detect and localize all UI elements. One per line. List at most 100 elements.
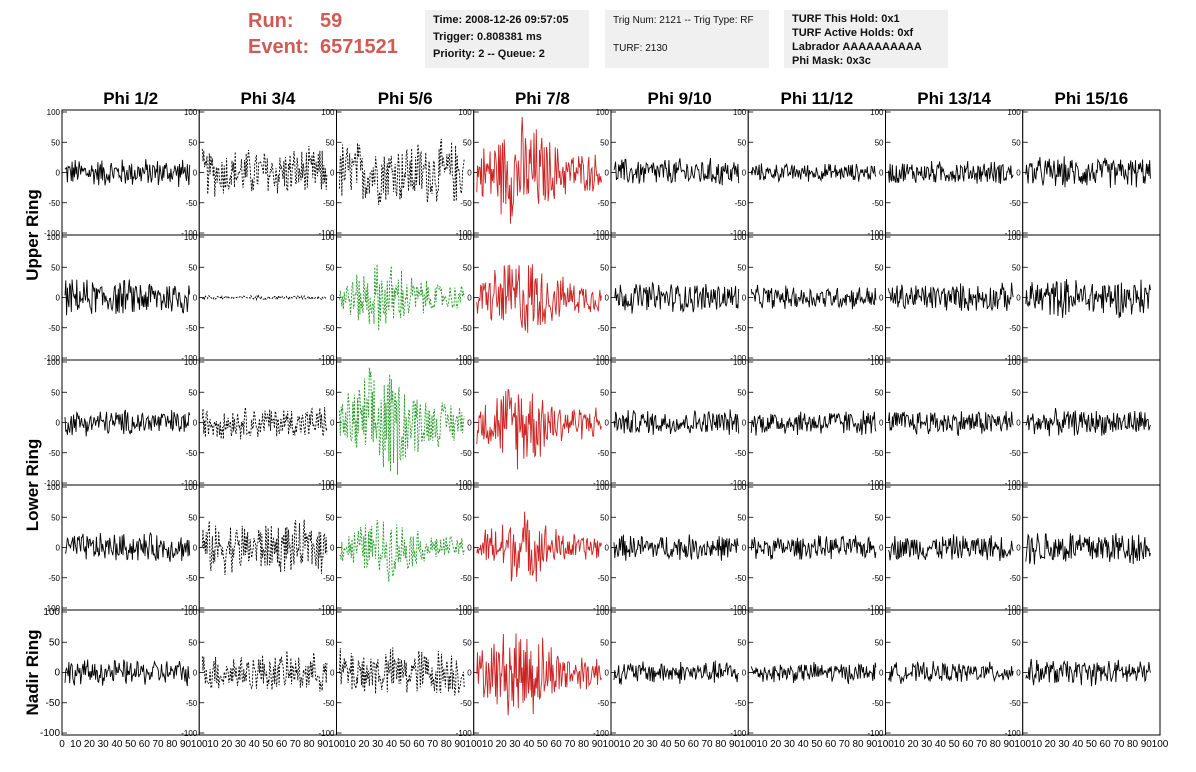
y-tick-label: 100 [458, 108, 472, 117]
x-tick-label: 20 [221, 739, 233, 750]
y-tick-label: 100 [321, 358, 335, 367]
y-tick-label: 100 [1007, 233, 1021, 242]
y-tick-label: -50 [323, 199, 335, 208]
x-tick-label: 80 [441, 739, 453, 750]
waveform-line [339, 264, 465, 331]
run-line: Run: 59 [248, 8, 418, 34]
column-header-6: Phi 11/12 [780, 89, 853, 108]
y-tick-label: -50 [48, 199, 60, 208]
y-tick-label: -50 [597, 449, 609, 458]
y-tick-label: 0 [742, 294, 747, 303]
x-tick-label: 40 [935, 739, 947, 750]
x-tick-label: 30 [784, 739, 796, 750]
panel-r3-c3: -100 -50 0 50 100 [318, 358, 475, 488]
y-tick-label: 100 [321, 608, 335, 617]
y-tick-label: 50 [49, 637, 61, 648]
y-tick-label: -100 [593, 479, 610, 488]
waveform-line [888, 282, 1014, 312]
waveform-line [476, 511, 602, 582]
y-tick-label: 100 [321, 483, 335, 492]
y-tick-label: -50 [48, 449, 60, 458]
y-tick-label: 0 [467, 669, 472, 678]
y-tick-label: -100 [1005, 479, 1022, 488]
panel-r5-c1: -100 -50 0 50 100 [40, 607, 200, 739]
column-header-3: Phi 5/6 [378, 89, 433, 108]
y-tick-label: 50 [463, 513, 472, 522]
y-tick-label: -50 [735, 324, 747, 333]
y-tick-label: 50 [326, 513, 335, 522]
y-tick-label: 100 [47, 233, 61, 242]
y-tick-label: -100 [730, 229, 747, 238]
panel-r2-c1: -100 -50 0 50 100 [44, 233, 200, 363]
y-tick-label: 100 [321, 233, 335, 242]
x-tick-label: 50 [537, 739, 549, 750]
y-tick-label: -100 [318, 229, 335, 238]
waveform-line [888, 534, 1014, 562]
waveform-line [750, 410, 877, 436]
waveform-line [1025, 156, 1151, 188]
y-tick-label: -50 [186, 199, 198, 208]
column-header-8: Phi 15/16 [1055, 89, 1129, 108]
turf-line: TURF: 2130 [613, 43, 668, 54]
y-tick-label: 0 [1016, 294, 1021, 303]
y-tick-label: -100 [181, 479, 198, 488]
y-tick-label: 100 [43, 607, 60, 618]
x-tick-label: 40 [249, 739, 261, 750]
y-tick-label: 50 [1012, 263, 1021, 272]
panel-r1-c4: -100 -50 0 50 100 [456, 108, 612, 238]
y-tick-label: 0 [1016, 669, 1021, 678]
y-tick-label: -100 [44, 604, 61, 613]
y-tick-label: 0 [467, 294, 472, 303]
y-tick-label: 0 [56, 544, 61, 553]
x-tick-label: 100 [328, 739, 345, 750]
y-tick-label: 0 [193, 544, 198, 553]
y-tick-label: -50 [872, 449, 884, 458]
panel-r4-c6: -100 -50 0 50 100 [730, 483, 886, 613]
y-tick-label: 100 [870, 233, 884, 242]
column-header-1: Phi 1/2 [103, 89, 158, 108]
waveform-line [201, 407, 328, 440]
panel-frame [61, 609, 200, 736]
y-tick-label: -100 [867, 729, 884, 738]
x-tick-label: 100 [740, 739, 757, 750]
y-tick-label: 100 [1007, 108, 1021, 117]
trig-info-panel: Trig Num: 2121 -- Trig Type: RF TURF: 21… [605, 10, 769, 68]
y-tick-label: 0 [330, 669, 335, 678]
x-tick-label: 100 [191, 739, 208, 750]
x-tick-label: 30 [647, 739, 659, 750]
y-tick-label: 0 [879, 169, 884, 178]
waveform-line [201, 650, 328, 692]
y-tick-label: 0 [605, 419, 610, 428]
y-tick-label: -100 [181, 604, 198, 613]
x-tick-label: 80 [990, 739, 1002, 750]
panel-r5-c8: -100 -50 0 50 100 [1005, 608, 1161, 738]
panel-frame [747, 484, 886, 611]
x-tick-label: 100 [603, 739, 620, 750]
y-tick-label: 100 [596, 108, 610, 117]
y-tick-label: -50 [48, 574, 60, 583]
panel-r2-c5: -100 -50 0 50 100 [593, 233, 749, 363]
panel-r4-c1: -100 -50 0 50 100 [44, 483, 200, 613]
y-tick-label: -100 [867, 354, 884, 363]
column-header-4: Phi 7/8 [515, 89, 570, 108]
y-tick-label: 0 [193, 169, 198, 178]
y-tick-label: 50 [875, 513, 884, 522]
y-tick-label: 100 [458, 233, 472, 242]
y-tick-label: 50 [51, 138, 60, 147]
y-tick-label: -50 [597, 199, 609, 208]
x-tick-label: 20 [907, 739, 919, 750]
turf-hold-line: TURF This Hold: 0x1 [792, 13, 900, 25]
waveform-line [476, 633, 602, 716]
panel-frame [336, 609, 475, 736]
x-tick-label: 100 [877, 739, 894, 750]
y-tick-label: -50 [735, 574, 747, 583]
row-header-upper-ring: Upper Ring [23, 189, 42, 281]
panel-r2-c7: -100 -50 0 50 100 [867, 233, 1024, 363]
panel-frame [336, 359, 475, 486]
panel-frame [747, 609, 886, 736]
waveform-line [339, 647, 465, 696]
run-label: Run: [248, 10, 294, 32]
x-tick-label: 20 [358, 739, 370, 750]
y-tick-label: 50 [51, 263, 60, 272]
y-tick-label: 100 [1007, 358, 1021, 367]
